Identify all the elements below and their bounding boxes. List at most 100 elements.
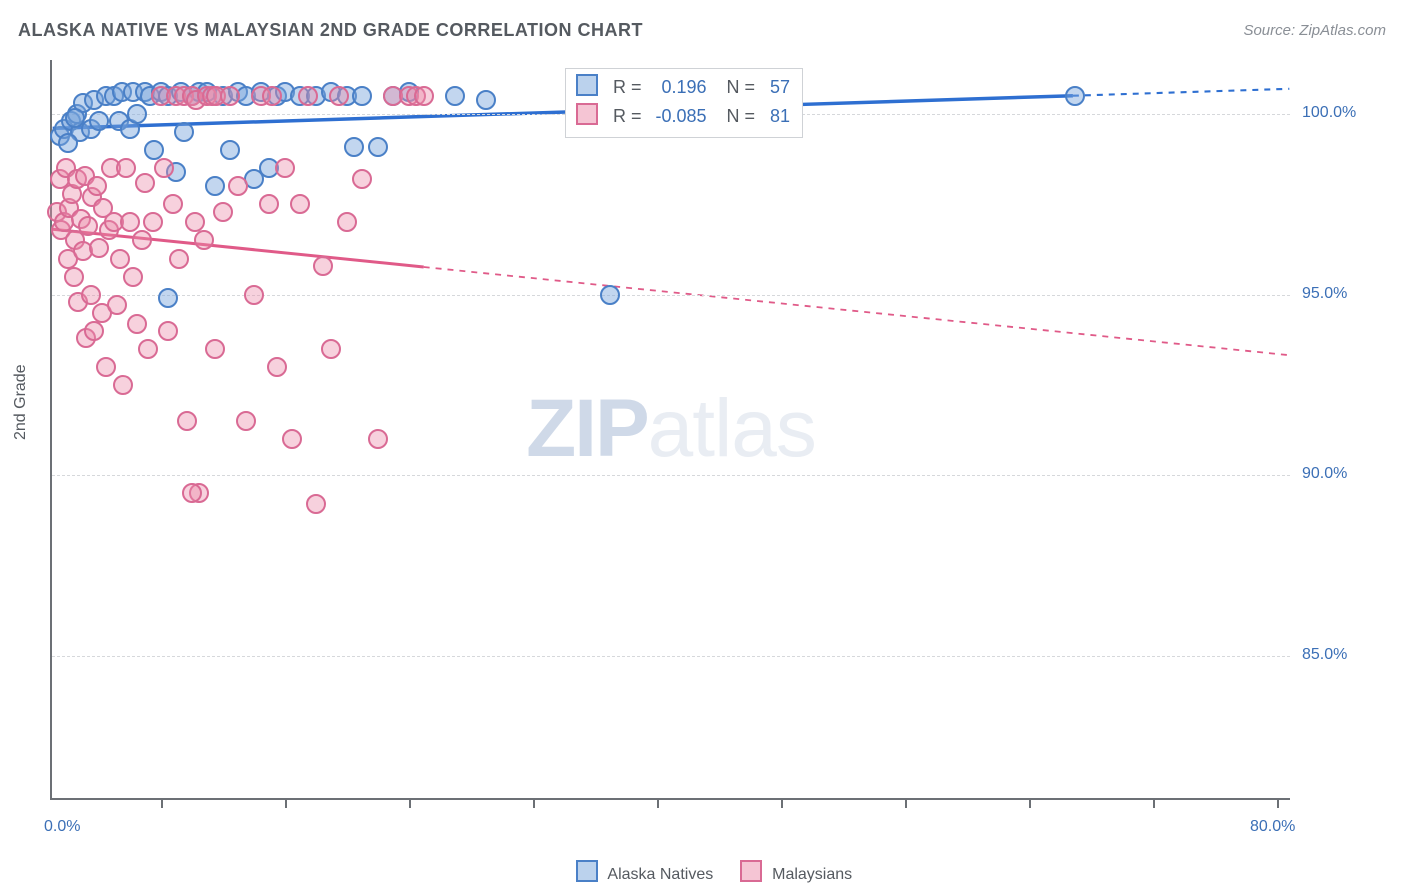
- x-tick: [1153, 798, 1155, 808]
- gridline: [52, 656, 1290, 657]
- marker-malaysian: [220, 86, 240, 106]
- marker-malaysian: [84, 321, 104, 341]
- marker-malaysian: [123, 267, 143, 287]
- marker-malaysian: [120, 212, 140, 232]
- watermark: ZIPatlas: [526, 382, 816, 476]
- stats-row-malaysian: R = -0.085 N = 81: [576, 102, 790, 131]
- gridline: [52, 475, 1290, 476]
- r-value-alaska: 0.196: [647, 73, 707, 102]
- marker-malaysian: [267, 357, 287, 377]
- marker-alaska: [344, 137, 364, 157]
- n-label: N =: [727, 77, 761, 97]
- marker-alaska: [368, 137, 388, 157]
- marker-malaysian: [182, 483, 202, 503]
- marker-malaysian: [236, 411, 256, 431]
- marker-malaysian: [135, 173, 155, 193]
- marker-malaysian: [185, 212, 205, 232]
- chart-title: ALASKA NATIVE VS MALAYSIAN 2ND GRADE COR…: [18, 20, 643, 41]
- swatch-malaysian: [576, 103, 598, 125]
- x-tick: [285, 798, 287, 808]
- x-tick: [781, 798, 783, 808]
- marker-malaysian: [127, 314, 147, 334]
- trend-dashed-malaysian: [424, 267, 1290, 355]
- marker-malaysian: [107, 295, 127, 315]
- marker-malaysian: [163, 194, 183, 214]
- marker-malaysian: [414, 86, 434, 106]
- marker-malaysian: [194, 230, 214, 250]
- marker-alaska: [1065, 86, 1085, 106]
- x-tick: [409, 798, 411, 808]
- marker-alaska: [445, 86, 465, 106]
- x-axis-min-label: 0.0%: [44, 818, 80, 836]
- legend-swatch-alaska: [576, 860, 598, 882]
- x-axis-max-label: 80.0%: [1250, 818, 1295, 836]
- marker-malaysian: [259, 194, 279, 214]
- legend-label-alaska: Alaska Natives: [607, 866, 713, 883]
- marker-malaysian: [213, 202, 233, 222]
- y-tick-label: 90.0%: [1302, 465, 1347, 483]
- marker-malaysian: [313, 256, 333, 276]
- marker-alaska: [58, 133, 78, 153]
- marker-malaysian: [352, 169, 372, 189]
- marker-malaysian: [290, 194, 310, 214]
- marker-malaysian: [275, 158, 295, 178]
- y-axis-title: 2nd Grade: [12, 364, 30, 440]
- marker-alaska: [158, 288, 178, 308]
- marker-alaska: [144, 140, 164, 160]
- marker-malaysian: [244, 285, 264, 305]
- marker-alaska: [220, 140, 240, 160]
- marker-malaysian: [96, 357, 116, 377]
- marker-malaysian: [169, 249, 189, 269]
- marker-malaysian: [321, 339, 341, 359]
- x-tick: [161, 798, 163, 808]
- gridline: [52, 295, 1290, 296]
- y-tick-label: 85.0%: [1302, 646, 1347, 664]
- marker-malaysian: [337, 212, 357, 232]
- marker-alaska: [352, 86, 372, 106]
- marker-malaysian: [262, 86, 282, 106]
- trend-dashed-alaska: [1073, 89, 1289, 96]
- watermark-zip: ZIP: [526, 383, 648, 474]
- y-tick-label: 100.0%: [1302, 104, 1356, 122]
- n-label: N =: [727, 106, 761, 126]
- source-label: Source: ZipAtlas.com: [1243, 22, 1386, 39]
- r-value-malaysian: -0.085: [647, 102, 707, 131]
- watermark-atlas: atlas: [648, 383, 816, 474]
- marker-malaysian: [143, 212, 163, 232]
- marker-malaysian: [282, 429, 302, 449]
- marker-malaysian: [110, 249, 130, 269]
- marker-malaysian: [298, 86, 318, 106]
- marker-malaysian: [205, 339, 225, 359]
- marker-malaysian: [177, 411, 197, 431]
- marker-malaysian: [158, 321, 178, 341]
- marker-alaska: [600, 285, 620, 305]
- marker-malaysian: [329, 86, 349, 106]
- marker-malaysian: [89, 238, 109, 258]
- stats-row-alaska: R = 0.196 N = 57: [576, 73, 790, 102]
- plot-area: ZIPatlas: [50, 60, 1290, 800]
- r-label: R =: [613, 106, 647, 126]
- marker-malaysian: [81, 285, 101, 305]
- marker-malaysian: [113, 375, 133, 395]
- r-label: R =: [613, 77, 647, 97]
- marker-malaysian: [116, 158, 136, 178]
- n-value-alaska: 57: [760, 73, 790, 102]
- legend-label-malaysian: Malaysians: [772, 866, 852, 883]
- n-value-malaysian: 81: [760, 102, 790, 131]
- marker-malaysian: [138, 339, 158, 359]
- marker-malaysian: [64, 267, 84, 287]
- y-tick-label: 95.0%: [1302, 285, 1347, 303]
- marker-malaysian: [78, 216, 98, 236]
- marker-malaysian: [306, 494, 326, 514]
- marker-alaska: [89, 111, 109, 131]
- marker-malaysian: [368, 429, 388, 449]
- swatch-alaska: [576, 74, 598, 96]
- marker-malaysian: [132, 230, 152, 250]
- marker-alaska: [205, 176, 225, 196]
- marker-alaska: [127, 104, 147, 124]
- x-tick: [905, 798, 907, 808]
- marker-alaska: [174, 122, 194, 142]
- x-tick: [1277, 798, 1279, 808]
- trend-lines: [52, 60, 1290, 798]
- x-tick: [1029, 798, 1031, 808]
